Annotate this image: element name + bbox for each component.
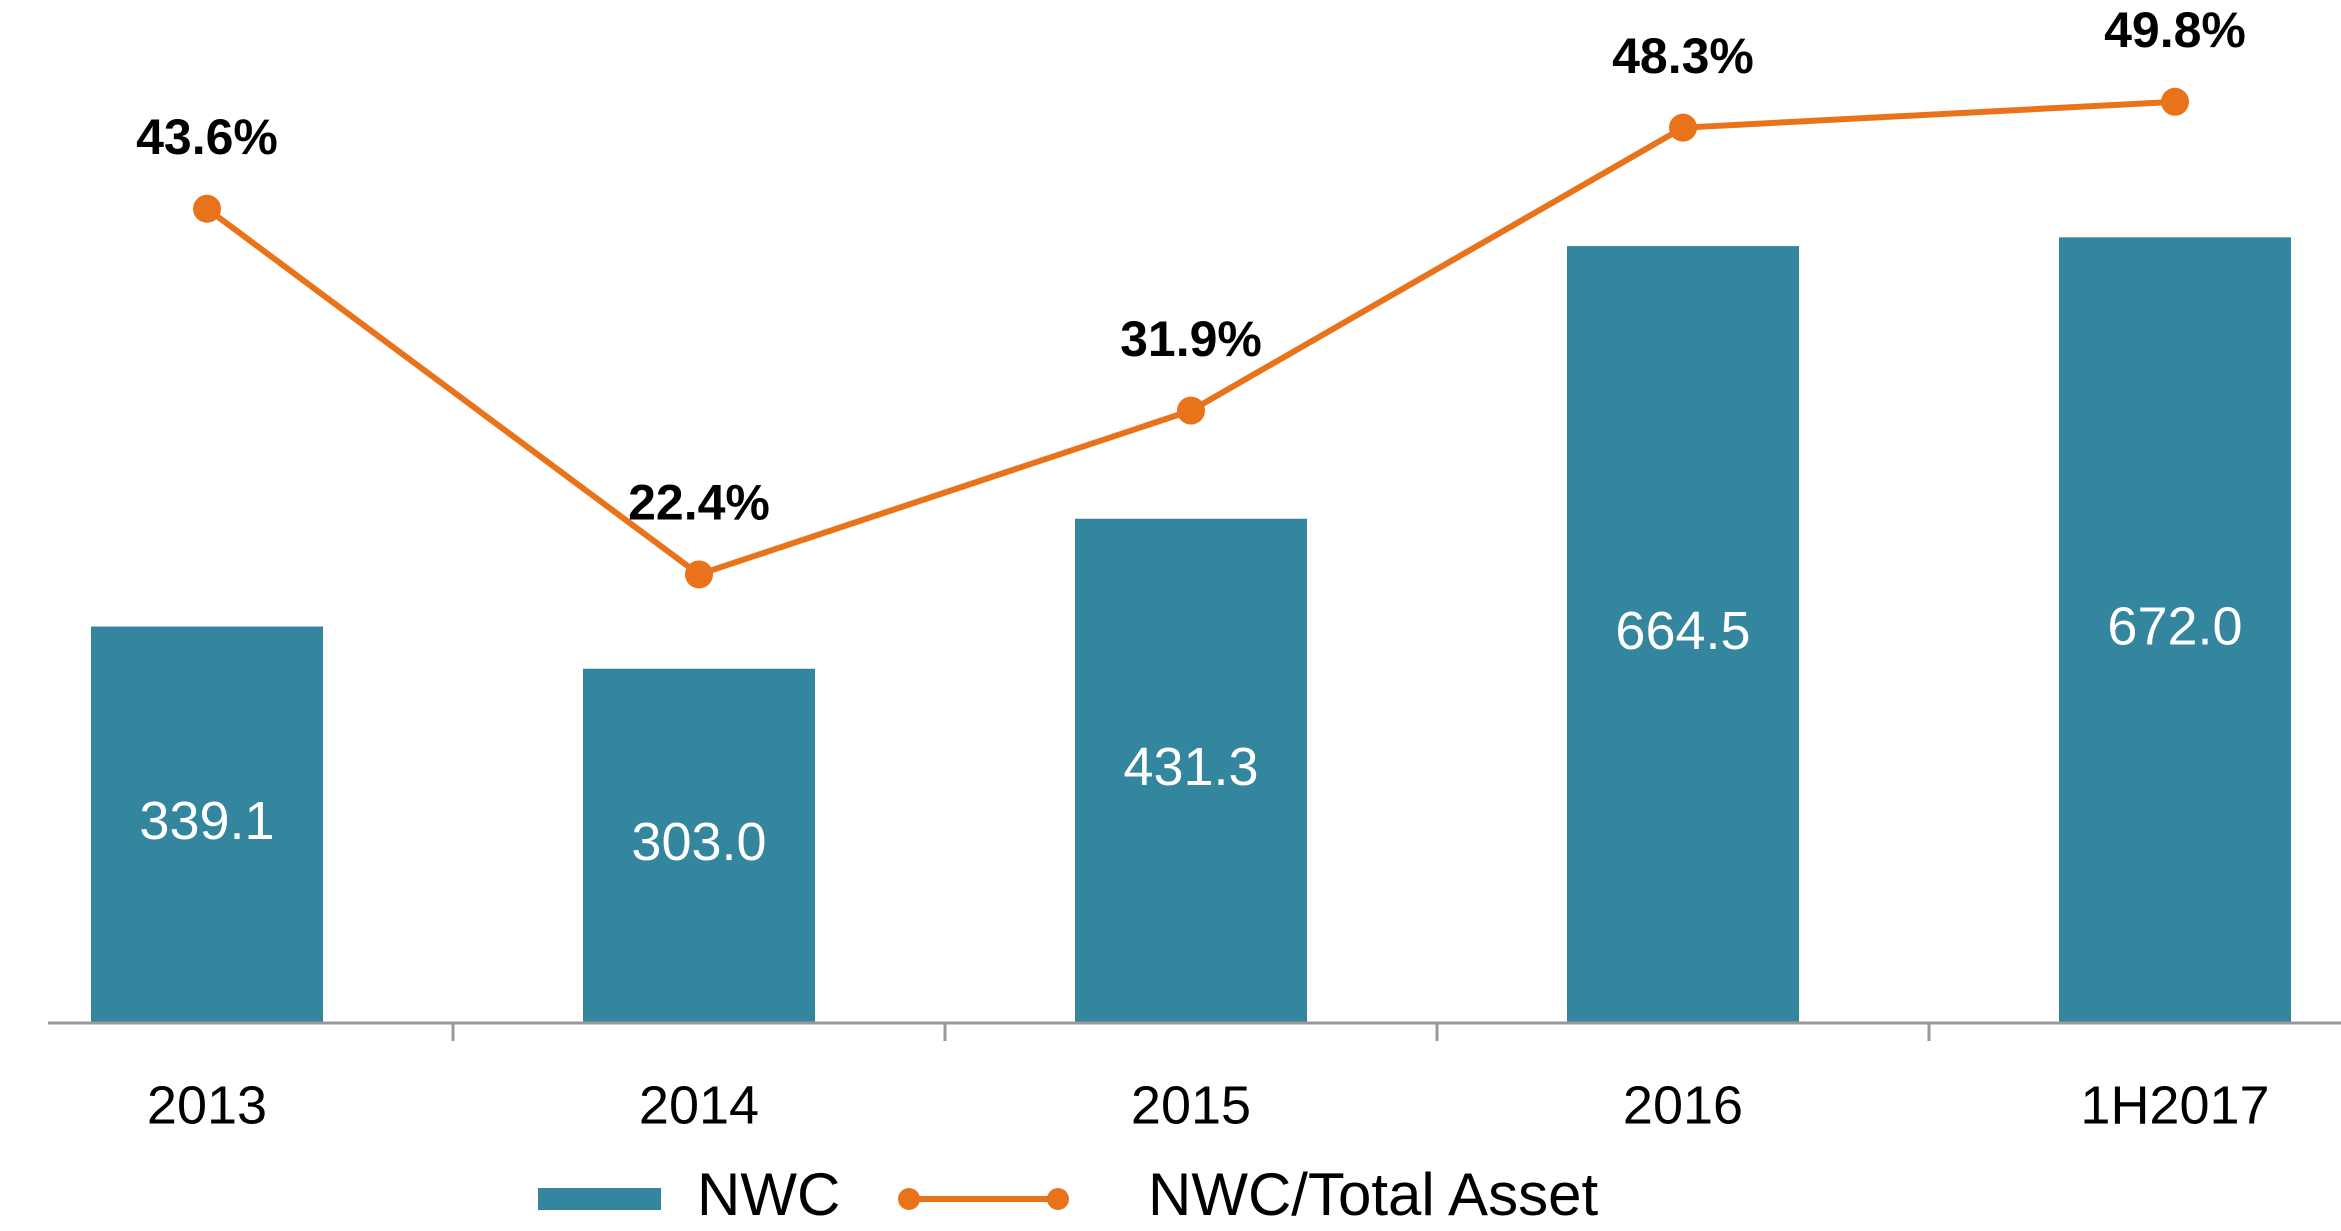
bar-value-label: 339.1 xyxy=(139,791,274,851)
x-tick-label: 1H2017 xyxy=(2080,1075,2269,1135)
x-tick-label: 2014 xyxy=(639,1075,759,1135)
line-value-label: 48.3% xyxy=(1612,28,1754,84)
bar-value-label: 431.3 xyxy=(1123,737,1258,797)
line-point xyxy=(2161,87,2189,116)
x-tick-label: 2015 xyxy=(1131,1075,1251,1135)
legend-label: NWC/Total Asset xyxy=(1148,1161,1598,1228)
bar xyxy=(91,626,323,1023)
line-value-label: 31.9% xyxy=(1120,311,1262,367)
line-value-label: 22.4% xyxy=(628,475,770,531)
line-point xyxy=(685,560,713,589)
line-point xyxy=(1669,113,1697,142)
legend-dot xyxy=(1047,1188,1069,1210)
line-point xyxy=(1177,396,1205,425)
x-tick-label: 2016 xyxy=(1623,1075,1743,1135)
bar xyxy=(2059,237,2291,1023)
bar-value-label: 664.5 xyxy=(1615,601,1750,661)
line-point xyxy=(193,194,221,223)
bar-value-label: 672.0 xyxy=(2107,596,2242,656)
bar xyxy=(583,668,815,1023)
legend-label: NWC xyxy=(697,1161,840,1228)
x-tick-label: 2013 xyxy=(147,1075,267,1135)
bar-value-label: 303.0 xyxy=(631,812,766,872)
line-value-label: 43.6% xyxy=(136,109,278,165)
legend-swatch xyxy=(538,1188,661,1210)
legend-dot xyxy=(898,1188,920,1210)
bar xyxy=(1567,246,1799,1024)
line-value-label: 49.8% xyxy=(2104,2,2246,58)
bar xyxy=(1075,518,1307,1023)
